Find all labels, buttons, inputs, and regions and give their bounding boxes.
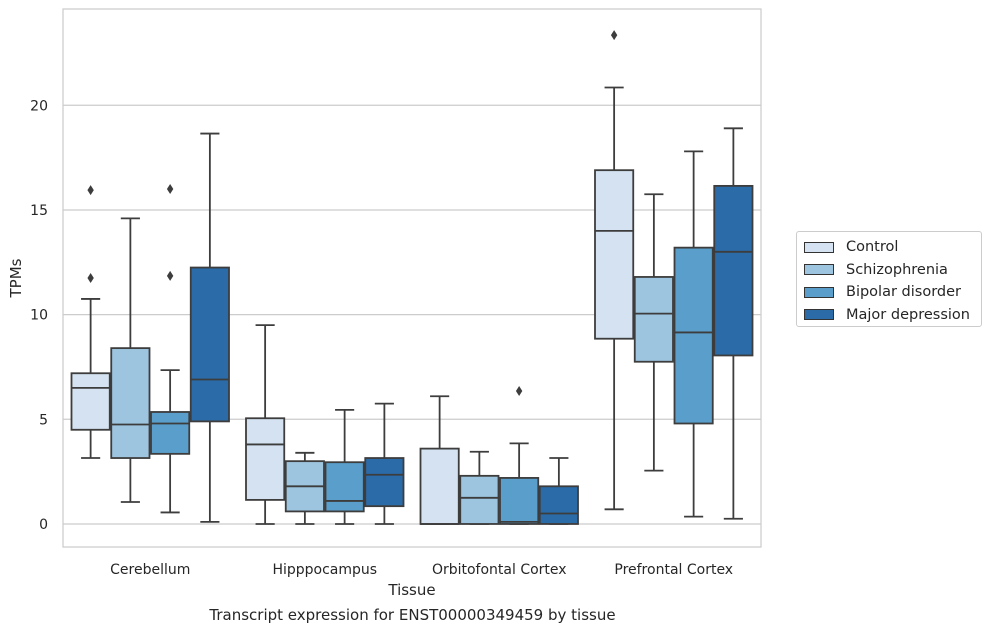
box-0-0: [70, 185, 111, 459]
y-tick-label: 5: [39, 412, 48, 428]
box-iqr: [538, 485, 579, 525]
box-iqr: [499, 477, 540, 525]
legend-swatch: [804, 286, 834, 298]
chart-caption: Transcript expression for ENST0000034945…: [209, 606, 616, 624]
box-iqr: [633, 276, 674, 363]
legend-swatch: [804, 309, 834, 321]
legend-item: Major depression: [804, 304, 981, 327]
legend-swatch: [804, 264, 834, 276]
box-iqr: [70, 372, 111, 431]
box-iqr: [110, 347, 151, 459]
box-iqr: [364, 457, 405, 508]
x-tick-label: Orbitofontal Cortex: [432, 562, 567, 578]
legend-label: Major depression: [846, 306, 970, 323]
legend: Control Schizophrenia Bipolar disorder Majo…: [796, 231, 982, 327]
box-1-3: [364, 402, 405, 525]
legend-label: Control: [846, 239, 899, 256]
x-tick-label: Prefrontal Cortex: [614, 562, 733, 578]
outlier-point: [166, 270, 174, 281]
box-iqr: [713, 184, 754, 357]
legend-label: Bipolar disorder: [846, 284, 961, 301]
x-tick-label: Hipppocampus: [272, 562, 377, 578]
legend-label: Schizophrenia: [846, 261, 948, 278]
box-3-0: [594, 30, 635, 511]
plot-frame: [62, 8, 762, 548]
plot-area: [70, 30, 754, 525]
y-axis-ticks: 0 5 10 15 20: [30, 98, 48, 533]
y-axis-label: TPMs: [7, 258, 25, 298]
outlier-point: [87, 185, 94, 196]
box-iqr: [594, 169, 635, 340]
box-iqr: [324, 461, 365, 513]
legend-item: Schizophrenia: [804, 259, 981, 282]
x-axis-ticks: Cerebellum Hipppocampus Orbitofontal Corte…: [110, 562, 733, 578]
outlier-point: [166, 184, 174, 195]
box-1-2: [324, 408, 365, 525]
legend-item: Bipolar disorder: [804, 281, 981, 304]
box-iqr: [150, 411, 191, 455]
box-1-1: [284, 451, 325, 525]
box-iqr: [189, 266, 230, 423]
box-0-2: [150, 184, 191, 514]
box-2-2: [499, 386, 540, 525]
box-3-3: [713, 127, 754, 520]
box-2-0: [419, 395, 460, 525]
box-iqr: [459, 474, 500, 525]
y-tick-label: 20: [30, 98, 48, 114]
x-axis-label: Tissue: [387, 581, 435, 599]
box-iqr: [419, 447, 460, 525]
outlier-point: [87, 273, 94, 283]
legend-swatch: [804, 241, 834, 253]
box-1-0: [245, 324, 286, 525]
box-2-3: [538, 457, 579, 525]
outlier-point: [610, 30, 618, 41]
box-3-1: [633, 193, 674, 472]
y-tick-label: 10: [30, 308, 48, 324]
box-0-3: [189, 132, 230, 523]
box-0-1: [110, 217, 151, 503]
box-3-2: [673, 150, 714, 518]
y-tick-label: 15: [30, 203, 48, 219]
box-2-1: [459, 450, 500, 525]
outlier-point: [515, 386, 523, 397]
box-iqr: [673, 246, 714, 425]
y-tick-label: 0: [39, 517, 48, 533]
legend-item: Control: [804, 236, 981, 259]
box-iqr: [245, 417, 286, 501]
x-tick-label: Cerebellum: [110, 562, 190, 578]
